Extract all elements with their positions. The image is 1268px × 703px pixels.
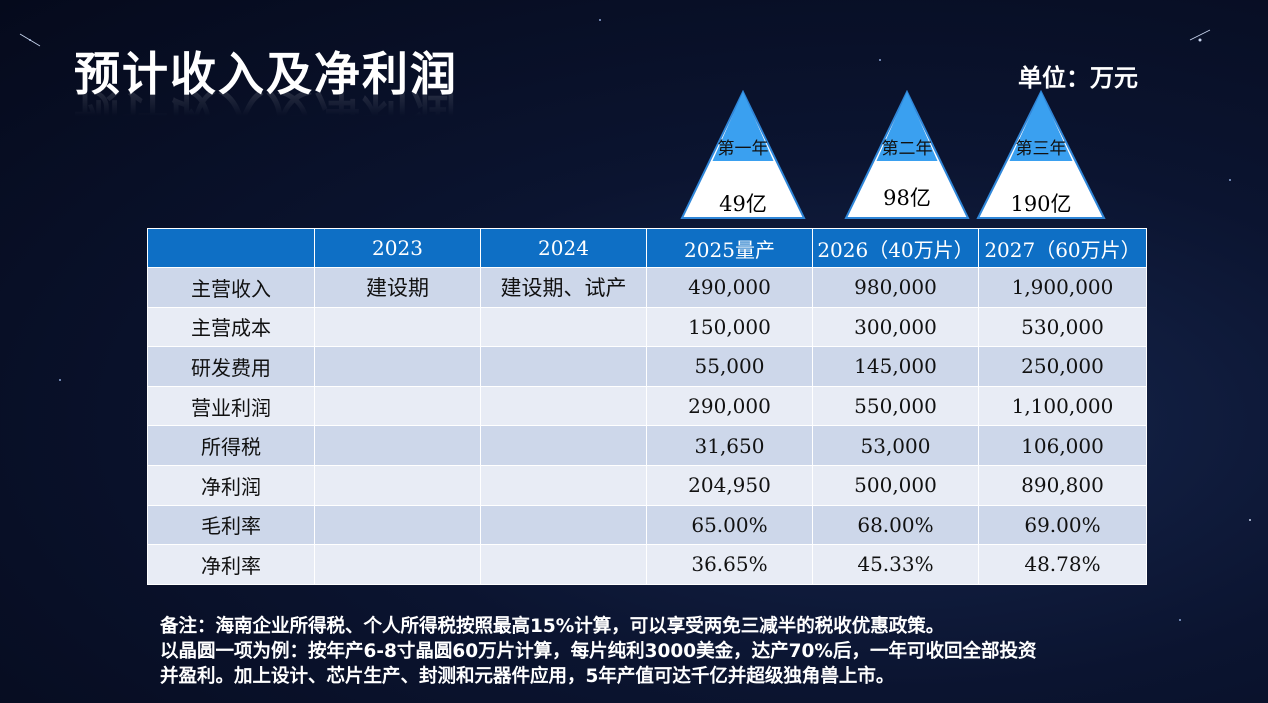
table-cell: 290,000: [646, 385, 813, 427]
table-cell: [480, 306, 647, 348]
table-cell: 145,000: [812, 346, 979, 387]
table-cell: 建设期: [314, 267, 481, 308]
row-label: 所得税: [147, 425, 315, 466]
table-header-row: 2023 2024 2025量产 2026（40万片） 2027（60万片）: [147, 228, 1147, 268]
triangle-icon: [844, 90, 970, 219]
footnote-line: 并盈利。加上设计、芯片生产、封测和元器件应用，5年产值可达千亿并超级独角兽上市。: [160, 666, 895, 687]
table-cell: 550,000: [812, 385, 979, 427]
table-row: 所得税 31,650 53,000 106,000: [147, 425, 1147, 466]
table-cell: 490,000: [646, 267, 813, 308]
table-cell: 106,000: [978, 425, 1147, 466]
table-cell: [314, 306, 481, 348]
page-title-reflection: 预计收入及净利润: [74, 83, 458, 137]
column-header: 2023: [314, 228, 481, 268]
table-cell: 48.78%: [978, 544, 1147, 585]
triangle-icon: [976, 90, 1106, 219]
triangle-icon: [680, 90, 806, 219]
table-cell: 45.33%: [812, 544, 979, 585]
table-cell: 250,000: [978, 346, 1147, 387]
row-label: 主营成本: [147, 306, 315, 348]
table-cell: 530,000: [978, 306, 1147, 348]
table-cell: 65.00%: [646, 504, 813, 546]
table-cell: 980,000: [812, 267, 979, 308]
milestone-year-2: 第二年 98亿: [844, 90, 970, 220]
table-cell: 建设期、试产: [480, 267, 647, 308]
milestone-value: 98亿: [883, 186, 931, 210]
row-label: 主营收入: [147, 267, 315, 308]
unit-label: 单位：万元: [1018, 64, 1138, 92]
table-row: 主营成本 150,000 300,000 530,000: [147, 306, 1147, 348]
table-row: 主营收入 建设期 建设期、试产 490,000 980,000 1,900,00…: [147, 267, 1147, 308]
column-header: [147, 228, 315, 268]
table-cell: [314, 544, 481, 585]
table-row: 研发费用 55,000 145,000 250,000: [147, 346, 1147, 387]
column-header: 2026（40万片）: [812, 228, 979, 268]
milestone-year-3: 第三年 190亿: [976, 90, 1106, 220]
table-cell: [480, 464, 647, 506]
table-cell: [314, 464, 481, 506]
table-cell: 1,900,000: [978, 267, 1147, 308]
table-cell: 68.00%: [812, 504, 979, 546]
milestone-value: 190亿: [1010, 192, 1072, 216]
table-cell: [314, 346, 481, 387]
table-cell: [314, 425, 481, 466]
footnote-line: 以晶圆一项为例：按年产6-8寸晶圆60万片计算，每片纯利3000美金，达产70%…: [160, 641, 1037, 662]
page-title: 预计收入及净利润: [74, 47, 458, 101]
table-cell: 300,000: [812, 306, 979, 348]
column-header: 2024: [480, 228, 647, 268]
row-label: 研发费用: [147, 346, 315, 387]
table-row: 净利润 204,950 500,000 890,800: [147, 464, 1147, 506]
milestone-year-1: 第一年 49亿: [680, 90, 806, 220]
table-cell: [480, 504, 647, 546]
table-cell: 31,650: [646, 425, 813, 466]
row-label: 净利润: [147, 464, 315, 506]
row-label: 毛利率: [147, 504, 315, 546]
milestone-label: 第三年: [1015, 139, 1067, 159]
table-cell: 500,000: [812, 464, 979, 506]
table-cell: [314, 504, 481, 546]
table-row: 净利率 36.65% 45.33% 48.78%: [147, 544, 1147, 585]
milestone-value: 49亿: [719, 192, 767, 216]
milestone-label: 第一年: [717, 139, 769, 159]
financial-table: 2023 2024 2025量产 2026（40万片） 2027（60万片） 主…: [147, 228, 1147, 585]
table-cell: 53,000: [812, 425, 979, 466]
table-cell: 890,800: [978, 464, 1147, 506]
table-cell: [480, 385, 647, 427]
table-cell: 36.65%: [646, 544, 813, 585]
table-cell: 55,000: [646, 346, 813, 387]
row-label: 营业利润: [147, 385, 315, 427]
table-cell: [480, 425, 647, 466]
column-header: 2027（60万片）: [978, 228, 1147, 268]
footnotes: 备注：海南企业所得税、个人所得税按照最高15%计算，可以享受两免三减半的税收优惠…: [160, 614, 1160, 689]
column-header: 2025量产: [646, 228, 813, 268]
table-cell: 150,000: [646, 306, 813, 348]
table-row: 营业利润 290,000 550,000 1,100,000: [147, 385, 1147, 427]
table-cell: 1,100,000: [978, 385, 1147, 427]
footnote-line: 备注：海南企业所得税、个人所得税按照最高15%计算，可以享受两免三减半的税收优惠…: [160, 616, 945, 637]
table-cell: [480, 346, 647, 387]
table-row: 毛利率 65.00% 68.00% 69.00%: [147, 504, 1147, 546]
table-cell: 69.00%: [978, 504, 1147, 546]
table-cell: [480, 544, 647, 585]
table-cell: 204,950: [646, 464, 813, 506]
row-label: 净利率: [147, 544, 315, 585]
milestone-label: 第二年: [881, 139, 933, 159]
table-cell: [314, 385, 481, 427]
